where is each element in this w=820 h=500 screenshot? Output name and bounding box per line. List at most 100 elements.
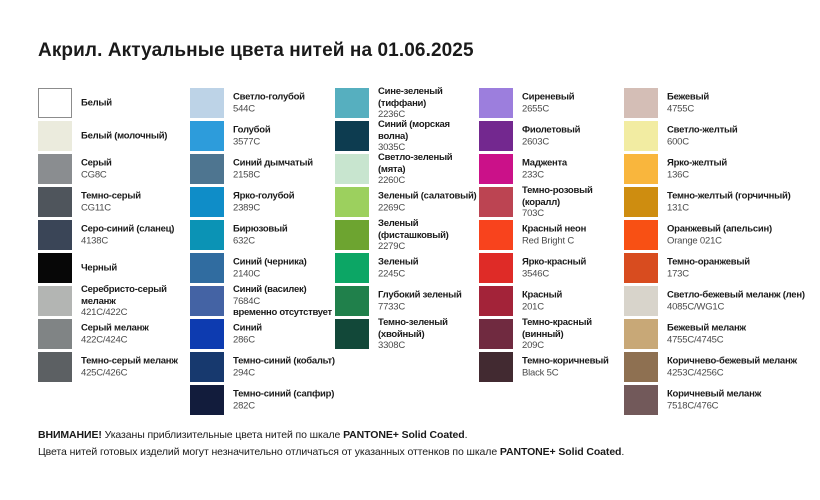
color-code: 282C bbox=[233, 400, 255, 411]
color-name: Синий дымчатый bbox=[233, 157, 313, 169]
swatch-label: Темно-розовый (коралл) 703C bbox=[522, 185, 626, 220]
color-swatch bbox=[335, 88, 369, 118]
page-title: Акрил. Актуальные цвета нитей на 01.06.2… bbox=[38, 40, 474, 61]
color-name: Зеленый (салатовый) bbox=[378, 190, 477, 202]
color-name: Серо-синий (сланец) bbox=[81, 223, 175, 235]
swatch-item: Светло-голубой 544C bbox=[190, 88, 330, 118]
color-code: 3035C bbox=[378, 141, 405, 153]
swatch-item: Коричнево-бежевый меланж 4253C/4256C bbox=[624, 352, 797, 382]
swatch-label: Темно-синий (кобальт) 294C bbox=[233, 356, 337, 379]
color-code: 2140C bbox=[233, 268, 260, 279]
footer-line-2-suffix: . bbox=[621, 446, 625, 458]
color-code: 4755C bbox=[667, 103, 694, 114]
swatch-label: Зеленый (фисташковый) 2279C bbox=[378, 218, 482, 253]
color-swatch bbox=[624, 88, 658, 118]
swatch-item: Серый CG8C bbox=[38, 154, 178, 184]
color-name: Синий (морская волна) bbox=[378, 118, 450, 142]
swatch-label: Фиолетовый 2603C bbox=[522, 125, 626, 148]
color-swatch bbox=[624, 352, 658, 382]
swatch-item: Серый меланж 422C/424C bbox=[38, 319, 178, 349]
color-swatch bbox=[624, 385, 658, 415]
swatch-label: Темно-зеленый (хвойный) 3308C bbox=[378, 317, 482, 352]
swatch-item: Ярко-желтый 136C bbox=[624, 154, 764, 184]
color-name: Темно-зеленый (хвойный) bbox=[378, 316, 448, 340]
swatch-label: Серый CG8C bbox=[81, 158, 185, 181]
color-code: 201C bbox=[522, 301, 544, 312]
color-name: Черный bbox=[81, 262, 117, 274]
color-swatch bbox=[38, 220, 72, 250]
swatch-label: Синий (черника) 2140C bbox=[233, 257, 337, 280]
color-name: Синий bbox=[233, 322, 262, 334]
color-code: Orange 021C bbox=[667, 235, 722, 246]
swatch-item: Ярко-красный 3546C bbox=[479, 253, 619, 283]
color-swatch bbox=[624, 253, 658, 283]
swatch-label: Светло-желтый 600C bbox=[667, 125, 819, 148]
swatch-item: Темно-розовый (коралл) 703C bbox=[479, 185, 619, 219]
color-name: Темно-синий (сапфир) bbox=[233, 388, 335, 400]
swatch-label: Темно-коричневый Black 5C bbox=[522, 356, 626, 379]
color-name: Серебристо-серый меланж bbox=[81, 283, 167, 307]
swatch-item: Светло-зеленый (мята) 2260C bbox=[335, 152, 475, 186]
color-swatch bbox=[190, 187, 224, 217]
swatch-item: Сиреневый 2655C bbox=[479, 88, 619, 118]
color-name: Ярко-красный bbox=[522, 256, 587, 268]
color-name: Ярко-голубой bbox=[233, 190, 295, 202]
swatch-label: Синий (морская волна) 3035C bbox=[378, 119, 482, 154]
color-swatch bbox=[624, 154, 658, 184]
color-swatch bbox=[38, 286, 72, 316]
color-code: 286C bbox=[233, 334, 255, 345]
swatch-item: Темно-красный (винный) 209C bbox=[479, 317, 619, 351]
swatch-item: Темно-оранжевый 173C bbox=[624, 253, 764, 283]
swatch-label: Серебристо-серый меланж 421C/422C bbox=[81, 284, 185, 319]
color-swatch bbox=[335, 253, 369, 283]
swatch-item: Зеленый 2245C bbox=[335, 253, 475, 283]
color-code: 2279C bbox=[378, 240, 405, 252]
swatch-label: Коричнево-бежевый меланж 4253C/4256C bbox=[667, 356, 819, 379]
swatch-item: Глубокий зеленый 7733C bbox=[335, 286, 475, 316]
swatch-item: Маджента 233C bbox=[479, 154, 619, 184]
swatch-label: Маджента 233C bbox=[522, 158, 626, 181]
swatch-item: Темно-серый CG11C bbox=[38, 187, 178, 217]
color-swatch bbox=[190, 286, 224, 316]
color-name: Коричнево-бежевый меланж bbox=[667, 355, 797, 367]
color-name: Темно-желтый (горчичный) bbox=[667, 190, 791, 202]
swatch-item: Синий 286C bbox=[190, 319, 330, 349]
color-swatch bbox=[335, 286, 369, 316]
color-code: 2389C bbox=[233, 202, 260, 213]
swatch-item: Светло-бежевый меланж (лен) 4085C/WG1C bbox=[624, 286, 805, 316]
color-swatch bbox=[479, 187, 513, 217]
color-name: Темно-коричневый bbox=[522, 355, 609, 367]
swatch-label: Бежевый 4755C bbox=[667, 92, 819, 115]
swatch-label: Темно-серый CG11C bbox=[81, 191, 185, 214]
color-name: Бежевый меланж bbox=[667, 322, 746, 334]
swatch-item: Бирюзовый 632C bbox=[190, 220, 330, 250]
color-code: 233C bbox=[522, 169, 544, 180]
color-name: Голубой bbox=[233, 124, 271, 136]
color-code: Red Bright C bbox=[522, 235, 574, 246]
color-code: 3308C bbox=[378, 339, 405, 351]
color-swatch bbox=[479, 220, 513, 250]
color-swatch bbox=[38, 352, 72, 382]
swatch-item: Зеленый (салатовый) 2269C bbox=[335, 187, 477, 217]
color-swatch bbox=[624, 121, 658, 151]
color-code: 294C bbox=[233, 367, 255, 378]
color-swatch bbox=[479, 319, 513, 349]
color-swatch bbox=[38, 253, 72, 283]
color-swatch bbox=[479, 286, 513, 316]
color-name: Темно-синий (кобальт) bbox=[233, 355, 335, 367]
swatch-label: Светло-бежевый меланж (лен) 4085C/WG1C bbox=[667, 290, 819, 313]
swatch-column-3: Сине-зеленый (тиффани) 2236C Синий (морска… bbox=[335, 86, 477, 351]
swatch-item: Сине-зеленый (тиффани) 2236C bbox=[335, 86, 475, 120]
color-name: Сине-зеленый (тиффани) bbox=[378, 85, 443, 109]
color-swatch bbox=[479, 352, 513, 382]
color-name: Темно-серый bbox=[81, 190, 141, 202]
swatch-item: Черный bbox=[38, 253, 178, 283]
color-swatch bbox=[190, 319, 224, 349]
swatch-item: Серебристо-серый меланж 421C/422C bbox=[38, 284, 178, 318]
color-swatch bbox=[190, 253, 224, 283]
color-name: Бирюзовый bbox=[233, 223, 288, 235]
color-name: Зеленый (фисташковый) bbox=[378, 217, 449, 241]
footer-line-1: ВНИМАНИЕ! Указаны приблизительные цвета … bbox=[38, 429, 624, 442]
swatch-label: Ярко-голубой 2389C bbox=[233, 191, 337, 214]
color-swatch bbox=[335, 121, 369, 151]
